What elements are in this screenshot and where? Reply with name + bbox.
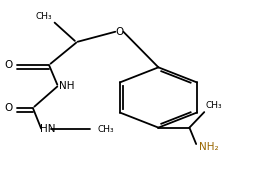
Text: CH₃: CH₃	[98, 125, 114, 134]
Text: HN: HN	[40, 123, 56, 134]
Text: O: O	[115, 27, 124, 37]
Text: NH: NH	[59, 81, 75, 91]
Text: O: O	[5, 102, 13, 113]
Text: O: O	[5, 60, 13, 70]
Text: NH₂: NH₂	[199, 142, 218, 152]
Text: CH₃: CH₃	[206, 101, 222, 110]
Text: CH₃: CH₃	[35, 12, 52, 21]
